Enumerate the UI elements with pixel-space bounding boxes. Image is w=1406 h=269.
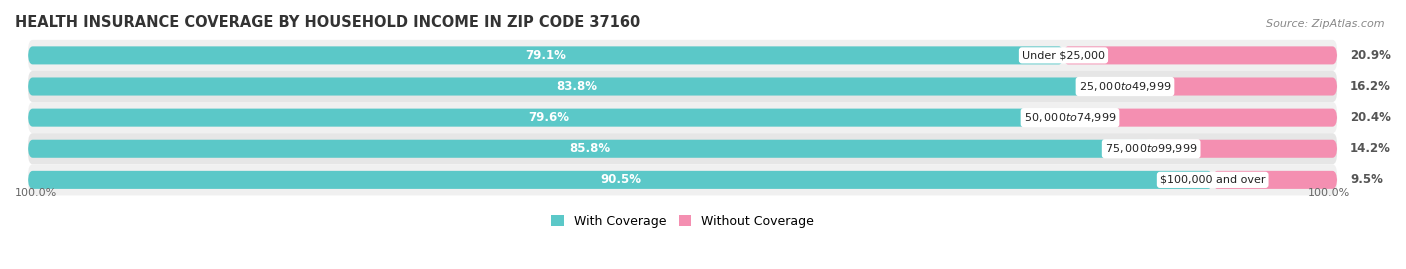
FancyBboxPatch shape: [28, 40, 1337, 71]
FancyBboxPatch shape: [1063, 46, 1337, 64]
FancyBboxPatch shape: [28, 109, 1070, 127]
Text: $75,000 to $99,999: $75,000 to $99,999: [1105, 142, 1198, 155]
Text: 20.4%: 20.4%: [1350, 111, 1391, 124]
Text: Under $25,000: Under $25,000: [1022, 50, 1105, 61]
Text: 90.5%: 90.5%: [600, 173, 641, 186]
FancyBboxPatch shape: [28, 46, 1063, 64]
Text: 16.2%: 16.2%: [1350, 80, 1391, 93]
FancyBboxPatch shape: [1125, 77, 1337, 95]
FancyBboxPatch shape: [28, 171, 1213, 189]
FancyBboxPatch shape: [28, 102, 1337, 133]
Text: 85.8%: 85.8%: [569, 142, 610, 155]
Text: $50,000 to $74,999: $50,000 to $74,999: [1024, 111, 1116, 124]
Text: 83.8%: 83.8%: [555, 80, 598, 93]
Text: 79.1%: 79.1%: [526, 49, 567, 62]
FancyBboxPatch shape: [28, 71, 1337, 102]
FancyBboxPatch shape: [28, 164, 1337, 196]
Text: 79.6%: 79.6%: [529, 111, 569, 124]
FancyBboxPatch shape: [28, 77, 1125, 95]
Text: HEALTH INSURANCE COVERAGE BY HOUSEHOLD INCOME IN ZIP CODE 37160: HEALTH INSURANCE COVERAGE BY HOUSEHOLD I…: [15, 15, 640, 30]
FancyBboxPatch shape: [28, 140, 1152, 158]
Text: 100.0%: 100.0%: [1308, 188, 1350, 198]
FancyBboxPatch shape: [1152, 140, 1337, 158]
Text: 100.0%: 100.0%: [15, 188, 58, 198]
FancyBboxPatch shape: [1070, 109, 1337, 127]
Text: 20.9%: 20.9%: [1350, 49, 1391, 62]
FancyBboxPatch shape: [1213, 171, 1337, 189]
Text: 9.5%: 9.5%: [1350, 173, 1384, 186]
Text: Source: ZipAtlas.com: Source: ZipAtlas.com: [1267, 19, 1385, 29]
Text: 14.2%: 14.2%: [1350, 142, 1391, 155]
Legend: With Coverage, Without Coverage: With Coverage, Without Coverage: [551, 215, 814, 228]
FancyBboxPatch shape: [28, 133, 1337, 164]
Text: $100,000 and over: $100,000 and over: [1160, 175, 1265, 185]
Text: $25,000 to $49,999: $25,000 to $49,999: [1078, 80, 1171, 93]
